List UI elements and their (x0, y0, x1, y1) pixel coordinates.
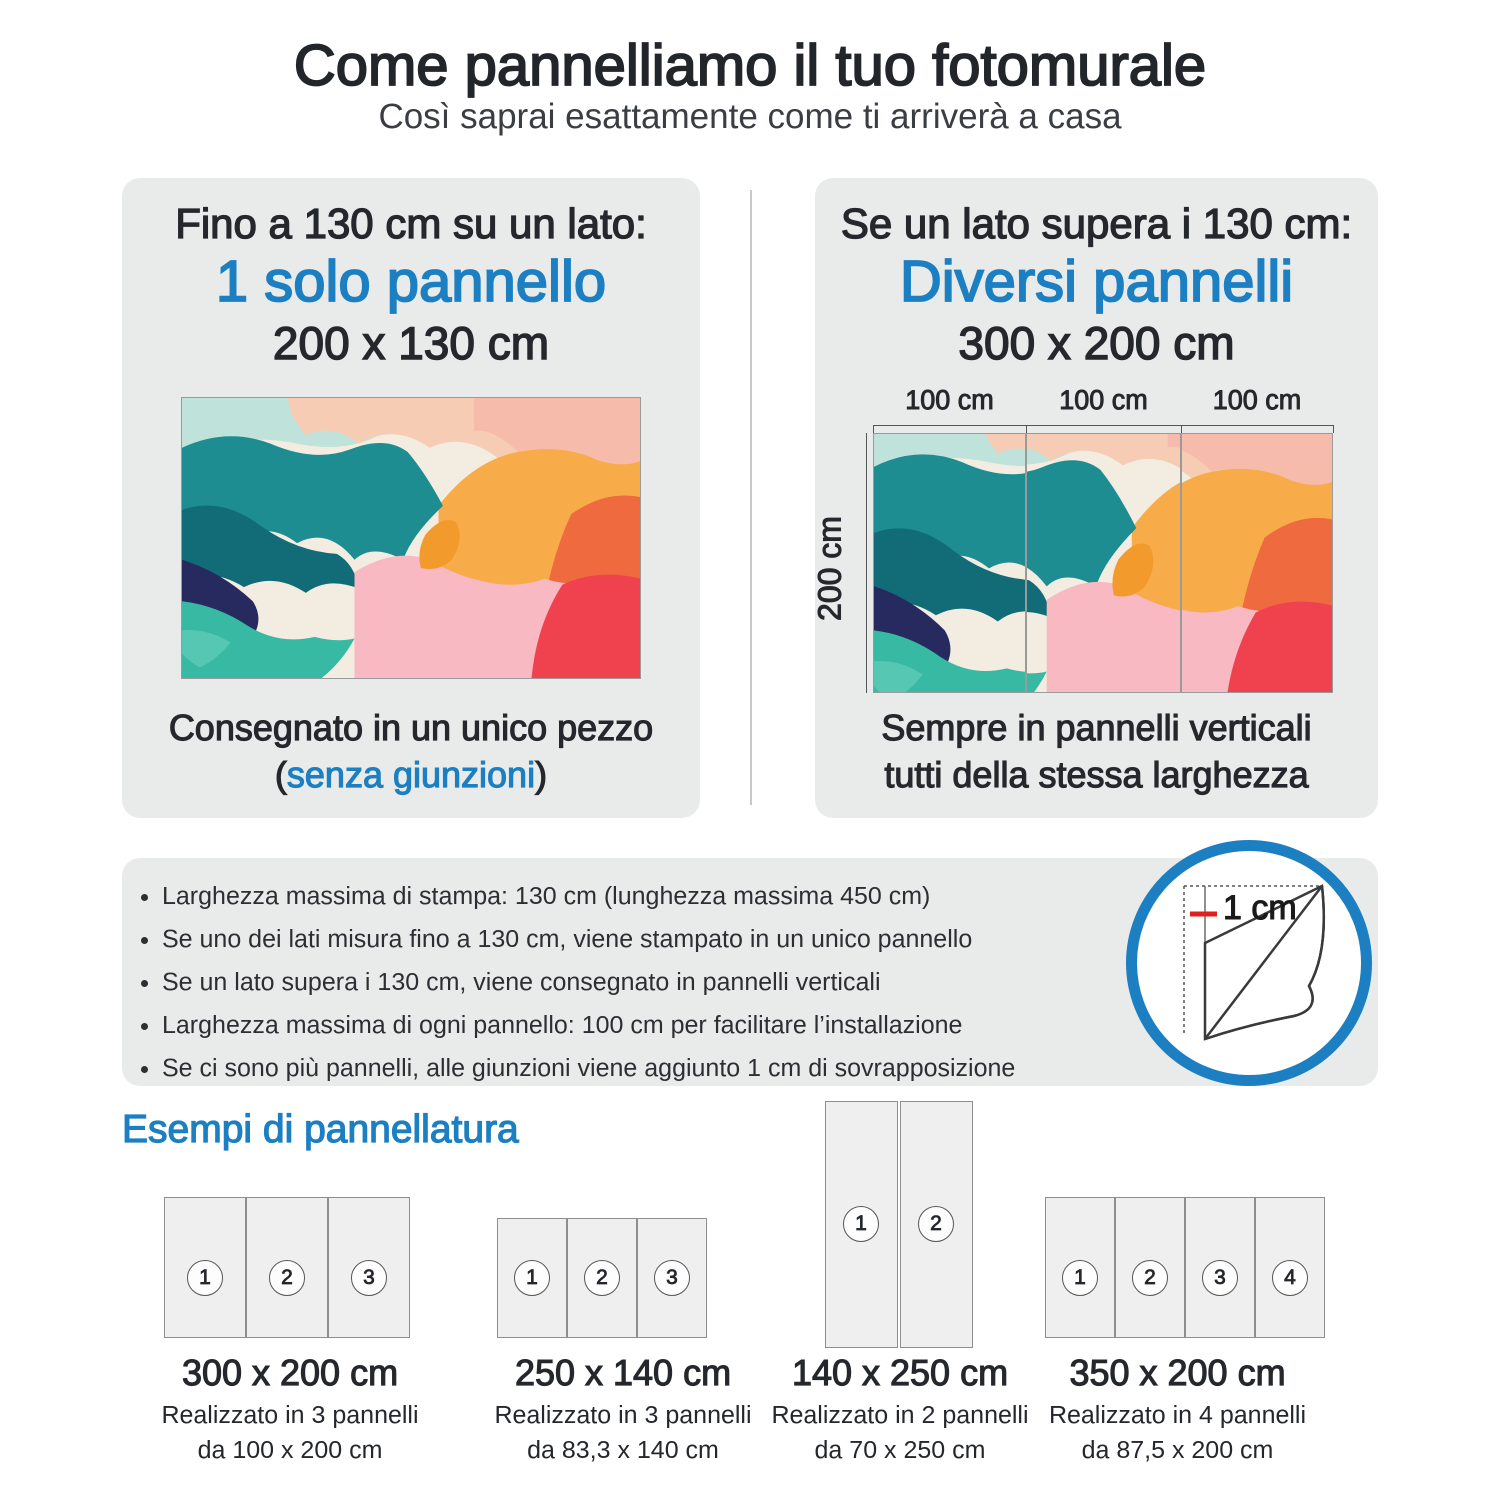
svg-text:1 cm: 1 cm (1223, 889, 1297, 927)
